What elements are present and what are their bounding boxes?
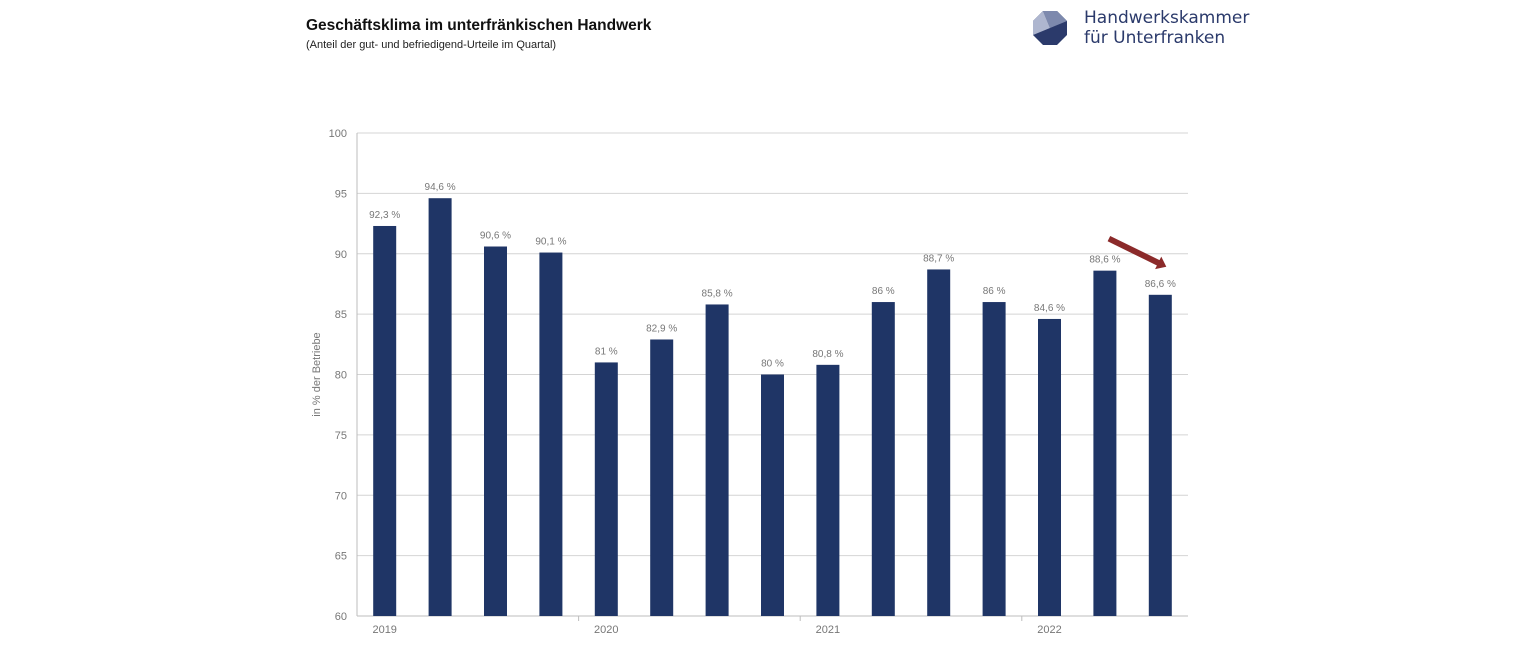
bar (871, 302, 895, 616)
data-label: 85,8 % (702, 288, 733, 299)
data-label: 88,7 % (923, 253, 954, 264)
bar (927, 269, 951, 616)
x-tick-label: 2019 (372, 624, 396, 636)
y-tick-label: 60 (335, 611, 347, 623)
bar (539, 252, 563, 617)
bar (594, 362, 618, 616)
bar (650, 339, 674, 616)
chart-title: Geschäftsklima im unterfränkischen Handw… (306, 17, 652, 34)
data-label: 90,1 % (535, 237, 566, 248)
chart-subtitle: (Anteil der gut- und befriedigend-Urteil… (306, 39, 557, 51)
y-tick-label: 80 (335, 370, 347, 382)
down-arrow-icon (1107, 236, 1167, 270)
logo: Handwerkskammer für Unterfranken (1032, 8, 1249, 48)
bar (1038, 318, 1061, 616)
octagon-logo-icon (1033, 11, 1067, 45)
bar (761, 374, 784, 616)
logo-line-2: für Unterfranken (1084, 28, 1226, 48)
y-tick-label: 85 (335, 309, 347, 321)
bar (1093, 270, 1117, 616)
bar (484, 246, 507, 616)
data-label: 86 % (872, 286, 895, 297)
data-label: 81 % (595, 346, 618, 357)
logo-line-1: Handwerkskammer (1084, 8, 1250, 28)
bar (428, 198, 452, 616)
data-label: 88,6 % (1089, 255, 1120, 266)
y-tick-label: 95 (335, 188, 347, 200)
bar (982, 302, 1006, 616)
data-label: 94,6 % (425, 182, 456, 193)
data-label: 90,6 % (480, 231, 511, 242)
y-tick-label: 90 (335, 249, 347, 261)
data-label: 82,9 % (646, 323, 677, 334)
data-label: 80 % (761, 359, 784, 370)
data-label: 84,6 % (1034, 303, 1065, 314)
data-label: 86 % (983, 286, 1006, 297)
y-tick-label: 70 (335, 490, 347, 502)
bar (373, 225, 397, 617)
bar (816, 364, 840, 616)
x-tick-label: 2021 (816, 624, 840, 636)
data-label: 92,3 % (369, 210, 400, 221)
y-tick-label: 65 (335, 551, 347, 563)
y-tick-label: 100 (329, 128, 347, 140)
y-axis-label: in % der Betriebe (311, 332, 323, 416)
y-tick-label: 75 (335, 430, 347, 442)
data-label: 86,6 % (1145, 279, 1176, 290)
data-label: 80,8 % (812, 349, 843, 360)
bar (705, 304, 729, 616)
x-tick-label: 2022 (1037, 624, 1061, 636)
bar (1148, 294, 1172, 616)
x-tick-label: 2020 (594, 624, 618, 636)
logo-text: Handwerkskammer für Unterfranken (1084, 8, 1249, 48)
